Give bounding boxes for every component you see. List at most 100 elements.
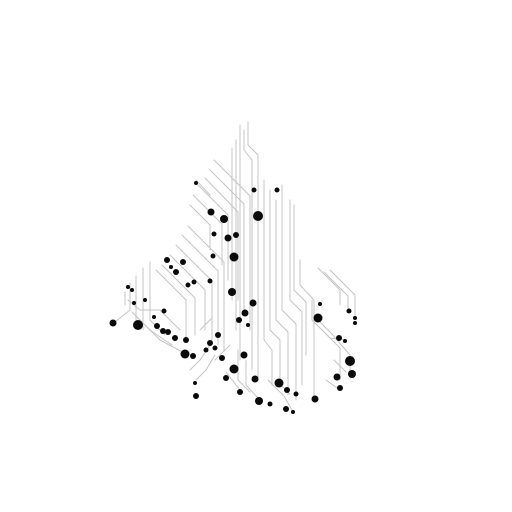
circuit-node [180,349,190,359]
circuit-node [190,353,196,359]
circuit-node [241,309,249,317]
circuit-node [291,410,295,414]
circuit-trace [269,189,281,381]
circuit-trace [243,129,253,371]
circuit-trace [187,225,225,351]
circuit-node [249,299,257,307]
circuit-node [207,340,213,346]
circuit-node [193,393,199,399]
circuit-node [237,389,243,395]
circuit-trace [181,234,219,346]
circuit-trace [263,179,273,386]
circuit-node [229,364,239,374]
circuit-node [207,208,215,216]
circuit-trace [204,177,239,301]
circuit-trace [197,184,229,281]
circuit-node [343,339,347,343]
circuit-node [172,335,178,341]
circuit-trace [195,354,216,381]
circuit-trace [189,204,211,251]
circuit-node [143,298,147,302]
circuit-node [333,373,341,381]
circuit-trace [323,271,349,311]
circuit-node [132,301,136,305]
circuit-trace [237,349,251,393]
circuit-trace [214,344,231,361]
circuit-node [203,347,209,353]
circuit-node [207,278,213,284]
circuit-node [191,279,197,285]
circuit-trace [169,254,206,331]
circuit-node [164,257,170,263]
circuit-node [337,385,343,391]
circuit-node [211,231,217,237]
circuit-trace [299,259,315,401]
circuit-node [152,315,156,319]
circuit-node [154,323,160,329]
circuit-node [193,381,197,385]
circuit-node [240,351,248,359]
circuit-node [233,232,239,238]
circuit-node [313,313,323,323]
circuit-node [126,285,130,289]
circuit-node [109,319,117,327]
circuit-trace [139,319,189,356]
circuit-node [173,269,179,275]
circuit-node [219,355,225,361]
circuit-node [274,378,284,388]
circuit-node [236,317,242,323]
circuit-nodes [109,181,357,414]
circuit-node [353,316,357,320]
circuit-node [311,395,319,403]
circuit-trace [213,159,251,331]
circuit-node [185,282,191,288]
circuit-trace [199,317,213,331]
circuit-node [130,288,134,292]
circuit-node [253,211,263,221]
circuit-trace [293,204,307,356]
circuit-node [255,397,263,405]
circuit-trace [333,359,347,373]
circuit-node [267,401,273,407]
circuit-trace [267,379,293,411]
circuit-node [336,335,342,341]
circuit-node [346,308,352,314]
circuit-trace [281,184,297,401]
circuit-trace [329,269,356,319]
circuit-trace [317,319,351,376]
circuit-node [345,356,355,366]
circuit-trace [155,269,187,341]
circuit-trace [317,267,341,306]
circuit-node [223,375,229,381]
circuit-node [210,253,216,259]
circuit-node [229,252,239,262]
circuit-node [274,187,280,193]
circuit-node [165,329,171,335]
circuit-node [194,181,198,185]
circuit-trace [275,199,289,396]
circuit-trace [195,179,211,196]
circuit-node [251,375,259,383]
circuit-node [215,332,221,338]
circuit-node [353,321,357,325]
circuit-node [251,187,257,193]
circuit-node [228,288,236,296]
circuit-node [161,308,167,314]
circuit-node [183,337,189,343]
circuit-trace [321,329,341,381]
circuit-trace [209,169,245,316]
circuit-node [224,234,232,242]
circuit-node [293,391,299,397]
circuit-trace [192,194,223,266]
circuit-trace [225,371,241,391]
circuit-node [212,345,218,351]
circuit-node [133,320,143,330]
circuit-trace [161,264,196,336]
circuit-trace [245,359,259,399]
circuit-node [160,328,166,334]
circuit-node [220,215,228,223]
circuit-trace [289,199,303,361]
circuit-node [180,259,186,265]
circuit-trace [114,282,131,323]
